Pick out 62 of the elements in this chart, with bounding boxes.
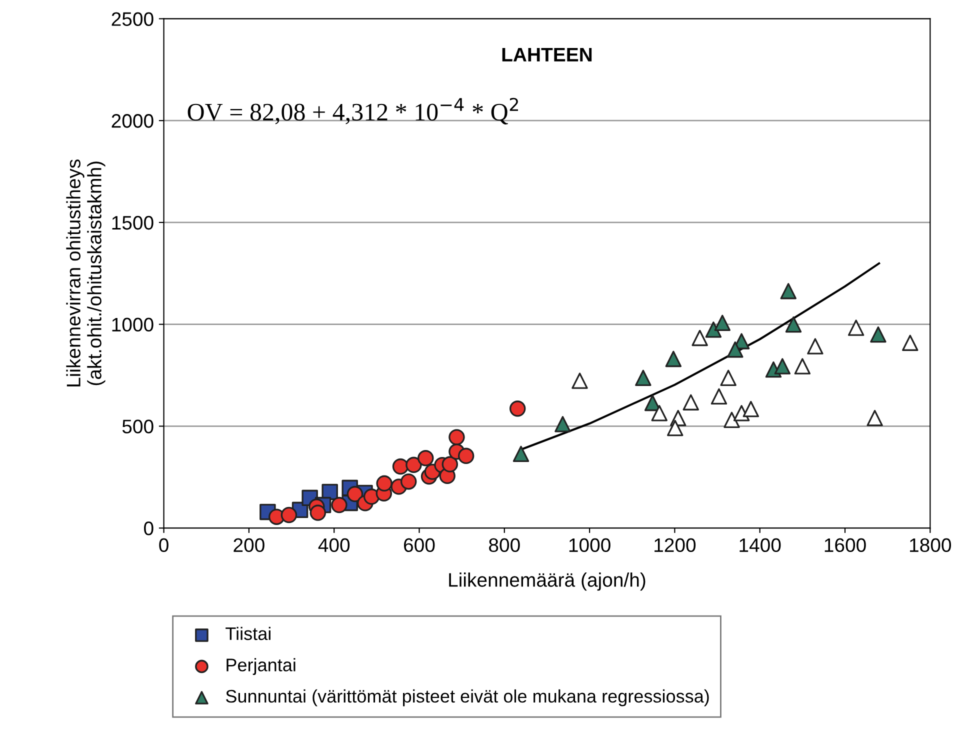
point [310, 504, 326, 521]
point [363, 488, 380, 505]
point [509, 400, 526, 417]
x-tick-label: 200 [234, 538, 264, 552]
point [554, 416, 571, 432]
point [665, 350, 682, 368]
x-tick-label: 1600 [824, 538, 866, 552]
point [866, 410, 883, 426]
y-tick-label: 500 [122, 420, 154, 434]
point [870, 326, 886, 343]
point [346, 486, 364, 502]
point [331, 496, 348, 514]
annotation: OV = 82,08 + 4,312 * 10$^{−4}$ * Q$^{2}$ [188, 98, 518, 124]
point [448, 429, 465, 446]
text: LAHTEEN [502, 48, 592, 62]
x-tick-label: 800 [489, 538, 520, 552]
point [807, 338, 824, 354]
x-tick-label: 1400 [740, 538, 781, 552]
point [794, 358, 811, 374]
x-tick-label: 400 [318, 538, 350, 552]
point [442, 456, 458, 472]
legend-label: Perjantai [226, 658, 296, 675]
legend-label: Tiistai [226, 626, 270, 640]
point [458, 448, 474, 464]
y-tick-label: 2000 [112, 114, 154, 128]
x-tick-label: 0 [159, 538, 168, 552]
x-tick-label: 600 [404, 538, 435, 552]
y-tick-label: 2500 [112, 12, 154, 26]
point [572, 372, 588, 389]
point [780, 282, 796, 300]
legend-label: Sunnuntai (värittömät pisteet eivät ole mukana regressiossa) [226, 689, 709, 706]
y-axis-title: Liikennevirran ohitustiheys (akt.ohit./ohituskaistakmh) [66, 160, 106, 386]
point [848, 320, 864, 336]
point [512, 446, 530, 462]
x-tick-label: 1800 [910, 538, 952, 552]
point [720, 370, 736, 386]
point [902, 334, 918, 351]
point [714, 314, 730, 332]
point [376, 475, 392, 492]
point [710, 388, 728, 405]
point [785, 316, 802, 333]
point [651, 405, 668, 422]
point [392, 458, 409, 475]
point [682, 394, 699, 410]
point [774, 358, 791, 374]
x-tick-label: 1200 [654, 538, 696, 552]
x-axis-title: Liikennemäärä (ajon/h) [449, 572, 646, 591]
point [406, 456, 422, 474]
y-tick-label: 0 [144, 522, 154, 536]
x-tick-label: 1000 [569, 538, 610, 552]
y-tick-label: 1000 [112, 318, 154, 332]
point [280, 506, 298, 524]
point [418, 450, 434, 466]
point [667, 420, 684, 436]
point [727, 341, 744, 358]
point [724, 412, 740, 428]
point [705, 321, 722, 338]
point [400, 473, 417, 490]
y-tick-label: 1500 [112, 216, 154, 230]
point [635, 370, 652, 386]
point [692, 330, 708, 346]
point [742, 400, 760, 418]
